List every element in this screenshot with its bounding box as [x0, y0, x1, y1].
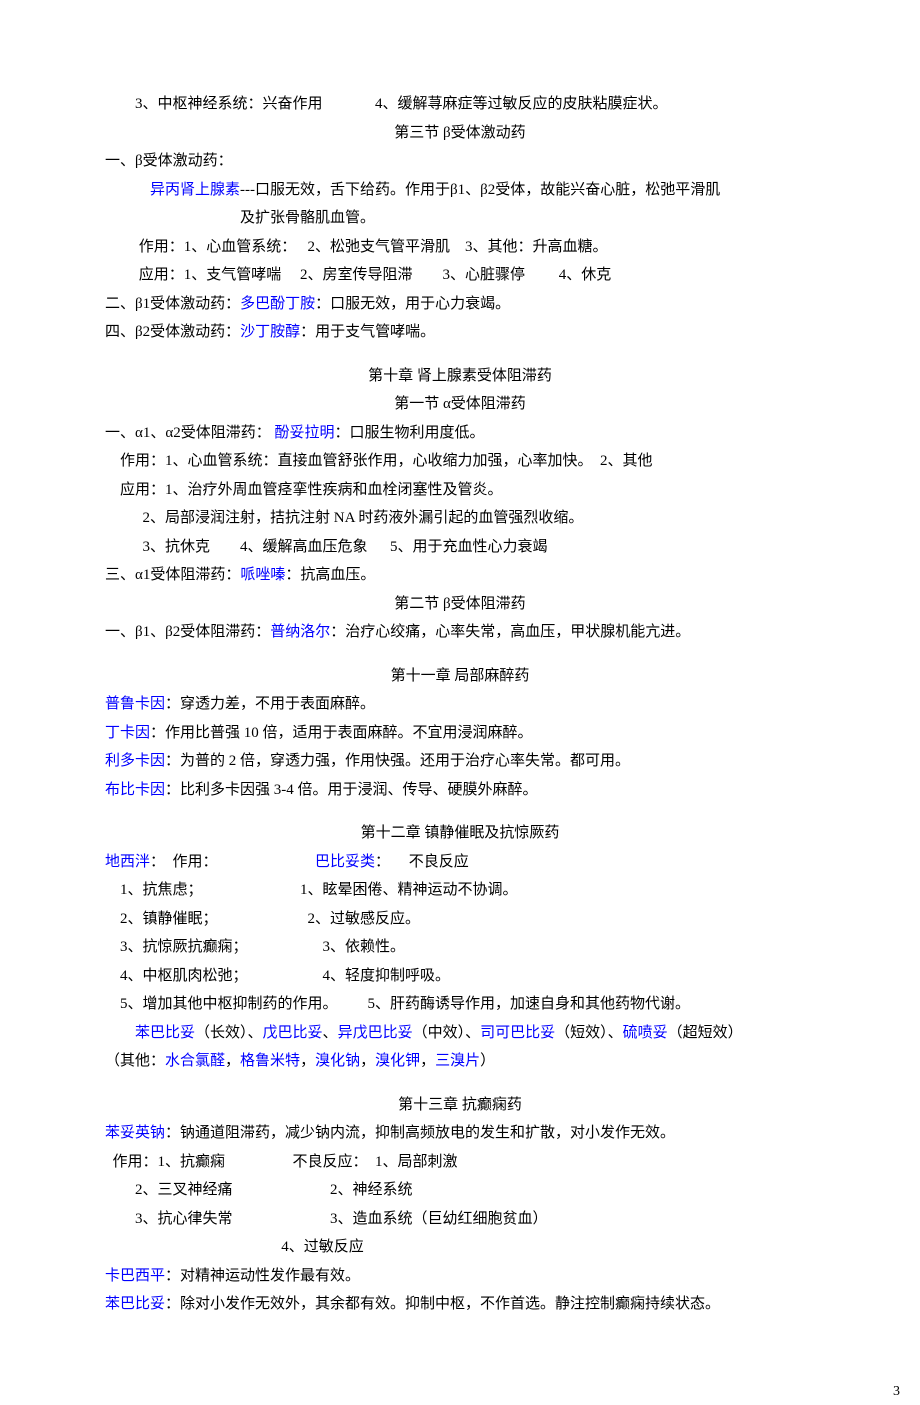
drug-name: 丁卡因	[105, 725, 150, 741]
drug-name: 戊巴比妥	[263, 1025, 323, 1041]
text-line: 利多卡因：为普的 2 倍，穿透力强，作用快强。还用于治疗心率失常。都可用。	[105, 747, 815, 776]
text: （长效）、	[195, 1025, 263, 1041]
drug-name: 巴比妥类	[315, 854, 375, 870]
text: ：抗高血压。	[285, 567, 375, 583]
text-line: 苯妥英钠：钠通道阻滞药，减少钠内流，抑制高频放电的发生和扩散，对小发作无效。	[105, 1119, 815, 1148]
text-line: 3、抗惊厥抗癫痫； 3、依赖性。	[105, 933, 815, 962]
text: （超短效）	[668, 1025, 743, 1041]
drug-name: 异丙肾上腺素	[150, 182, 240, 198]
chapter-title: 第十一章 局部麻醉药	[105, 662, 815, 691]
drug-name: 格鲁米特	[240, 1053, 300, 1069]
text-line: 3、抗休克 4、缓解高血压危象 5、用于充血性心力衰竭	[105, 533, 815, 562]
drug-name: 普纳洛尔	[270, 624, 330, 640]
drug-name: 地西泮	[105, 854, 150, 870]
drug-name: 苯妥英钠	[105, 1125, 165, 1141]
drug-name: 利多卡因	[105, 753, 165, 769]
text: ：用于支气管哮喘。	[300, 324, 435, 340]
text: ：口服生物利用度低。	[334, 425, 484, 441]
drug-name: 水合氯醛	[165, 1053, 225, 1069]
text-line: 异丙肾上腺素---口服无效，舌下给药。作用于β1、β2受体，故能兴奋心脏，松弛平…	[105, 176, 815, 205]
text: ： 作用：	[150, 854, 315, 870]
text-line: 2、局部浸润注射，拮抗注射 NA 时药液外漏引起的血管强烈收缩。	[105, 504, 815, 533]
text: 三、α1受体阻滞药：	[105, 567, 240, 583]
text-line: 5、增加其他中枢抑制药的作用。 5、肝药酶诱导作用，加速自身和其他药物代谢。	[105, 990, 815, 1019]
drug-name: 苯巴比妥	[105, 1296, 165, 1312]
text-line: 3、抗心律失常 3、造血系统（巨幼红细胞贫血）	[105, 1205, 815, 1234]
drug-name: 异戊巴比妥	[338, 1025, 413, 1041]
text: ： 不良反应	[375, 854, 469, 870]
drug-name: 多巴酚丁胺	[240, 296, 315, 312]
text-line: （其他：水合氯醛，格鲁米特，溴化钠，溴化钾，三溴片）	[105, 1047, 815, 1076]
drug-name: 苯巴比妥	[135, 1025, 195, 1041]
text-line: 应用：1、治疗外周血管痉挛性疾病和血栓闭塞性及管炎。	[105, 476, 815, 505]
text-line: 地西泮： 作用： 巴比妥类： 不良反应	[105, 848, 815, 877]
text-line: 苯巴比妥（长效）、戊巴比妥、异戊巴比妥（中效）、司可巴比妥（短效）、硫喷妥（超短…	[105, 1019, 815, 1048]
text: ：除对小发作无效外，其余都有效。抑制中枢，不作首选。静注控制癫痫持续状态。	[165, 1296, 720, 1312]
text: ：作用比普强 10 倍，适用于表面麻醉。不宜用浸润麻醉。	[150, 725, 533, 741]
text-line: 卡巴西平：对精神运动性发作最有效。	[105, 1262, 815, 1291]
text: ：对精神运动性发作最有效。	[165, 1268, 360, 1284]
text-line: 1、抗焦虑； 1、眩晕困倦、精神运动不协调。	[105, 876, 815, 905]
drug-name: 卡巴西平	[105, 1268, 165, 1284]
text: 一、β1、β2受体阻滞药：	[105, 624, 270, 640]
drug-name: 溴化钠	[315, 1053, 360, 1069]
text-line: 应用：1、支气管哮喘 2、房室传导阻滞 3、心脏骤停 4、休克	[105, 261, 815, 290]
drug-name: 酚妥拉明	[274, 425, 334, 441]
text: 二、β1受体激动药：	[105, 296, 240, 312]
text-line: 2、镇静催眠； 2、过敏感反应。	[105, 905, 815, 934]
text-line: 一、β受体激动药：	[105, 147, 815, 176]
text: ，	[300, 1053, 315, 1069]
text-line: 苯巴比妥：除对小发作无效外，其余都有效。抑制中枢，不作首选。静注控制癫痫持续状态…	[105, 1290, 815, 1319]
text: ：为普的 2 倍，穿透力强，作用快强。还用于治疗心率失常。都可用。	[165, 753, 630, 769]
chapter-title: 第十章 肾上腺素受体阻滞药	[105, 362, 815, 391]
document-page: 3、中枢神经系统：兴奋作用 4、缓解荨麻症等过敏反应的皮肤粘膜症状。 第三节 β…	[0, 0, 920, 1359]
drug-name: 布比卡因	[105, 782, 165, 798]
text: ：钠通道阻滞药，减少钠内流，抑制高频放电的发生和扩散，对小发作无效。	[165, 1125, 675, 1141]
text: ：口服无效，用于心力衰竭。	[315, 296, 510, 312]
text: ）	[480, 1053, 495, 1069]
chapter-title: 第十三章 抗癫痫药	[105, 1091, 815, 1120]
text: （其他：	[105, 1053, 165, 1069]
text-line: 作用：1、心血管系统： 2、松弛支气管平滑肌 3、其他：升高血糖。	[105, 233, 815, 262]
text: ---口服无效，舌下给药。作用于β1、β2受体，故能兴奋心脏，松弛平滑肌	[240, 182, 720, 198]
text-line: 作用：1、抗癫痫 不良反应： 1、局部刺激	[105, 1148, 815, 1177]
section-title: 第三节 β受体激动药	[105, 119, 815, 148]
text: ：穿透力差，不用于表面麻醉。	[165, 696, 375, 712]
text-line: 2、三叉神经痛 2、神经系统	[105, 1176, 815, 1205]
text: ：治疗心绞痛，心率失常，高血压，甲状腺机能亢进。	[330, 624, 690, 640]
drug-name: 普鲁卡因	[105, 696, 165, 712]
text-line: 4、中枢肌肉松弛； 4、轻度抑制呼吸。	[105, 962, 815, 991]
text-line: 丁卡因：作用比普强 10 倍，适用于表面麻醉。不宜用浸润麻醉。	[105, 719, 815, 748]
drug-name: 哌唑嗪	[240, 567, 285, 583]
text-line: 三、α1受体阻滞药：哌唑嗪：抗高血压。	[105, 561, 815, 590]
text: ，	[225, 1053, 240, 1069]
drug-name: 沙丁胺醇	[240, 324, 300, 340]
text: ，	[420, 1053, 435, 1069]
section-title: 第一节 α受体阻滞药	[105, 390, 815, 419]
text: ：比利多卡因强 3-4 倍。用于浸润、传导、硬膜外麻醉。	[165, 782, 538, 798]
text-line: 及扩张骨骼肌血管。	[105, 204, 815, 233]
drug-name: 溴化钾	[375, 1053, 420, 1069]
text-line: 3、中枢神经系统：兴奋作用 4、缓解荨麻症等过敏反应的皮肤粘膜症状。	[105, 90, 815, 119]
chapter-title: 第十二章 镇静催眠及抗惊厥药	[105, 819, 815, 848]
drug-name: 司可巴比妥	[480, 1025, 555, 1041]
text-line: 普鲁卡因：穿透力差，不用于表面麻醉。	[105, 690, 815, 719]
section-title: 第二节 β受体阻滞药	[105, 590, 815, 619]
text-line: 4、过敏反应	[105, 1233, 815, 1262]
text: 四、β2受体激动药：	[105, 324, 240, 340]
drug-name: 三溴片	[435, 1053, 480, 1069]
text-line: 布比卡因：比利多卡因强 3-4 倍。用于浸润、传导、硬膜外麻醉。	[105, 776, 815, 805]
text: ，	[360, 1053, 375, 1069]
text-line: 一、β1、β2受体阻滞药：普纳洛尔：治疗心绞痛，心率失常，高血压，甲状腺机能亢进…	[105, 618, 815, 647]
drug-name: 硫喷妥	[623, 1025, 668, 1041]
text: 一、α1、α2受体阻滞药：	[105, 425, 274, 441]
text: （短效）、	[555, 1025, 623, 1041]
text: 、	[323, 1025, 338, 1041]
page-number: 3	[0, 1359, 920, 1405]
text: （中效）、	[413, 1025, 481, 1041]
text-line: 二、β1受体激动药：多巴酚丁胺：口服无效，用于心力衰竭。	[105, 290, 815, 319]
text-line: 四、β2受体激动药：沙丁胺醇：用于支气管哮喘。	[105, 318, 815, 347]
text-line: 作用：1、心血管系统：直接血管舒张作用，心收缩力加强，心率加快。 2、其他	[105, 447, 815, 476]
text-line: 一、α1、α2受体阻滞药： 酚妥拉明：口服生物利用度低。	[105, 419, 815, 448]
